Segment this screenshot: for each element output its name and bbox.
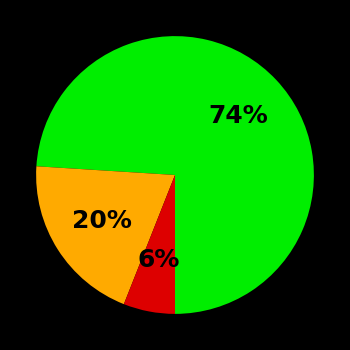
- Wedge shape: [36, 36, 314, 314]
- Text: 20%: 20%: [72, 209, 132, 233]
- Text: 74%: 74%: [208, 104, 268, 128]
- Wedge shape: [36, 166, 175, 304]
- Text: 6%: 6%: [138, 247, 180, 272]
- Wedge shape: [124, 175, 175, 314]
